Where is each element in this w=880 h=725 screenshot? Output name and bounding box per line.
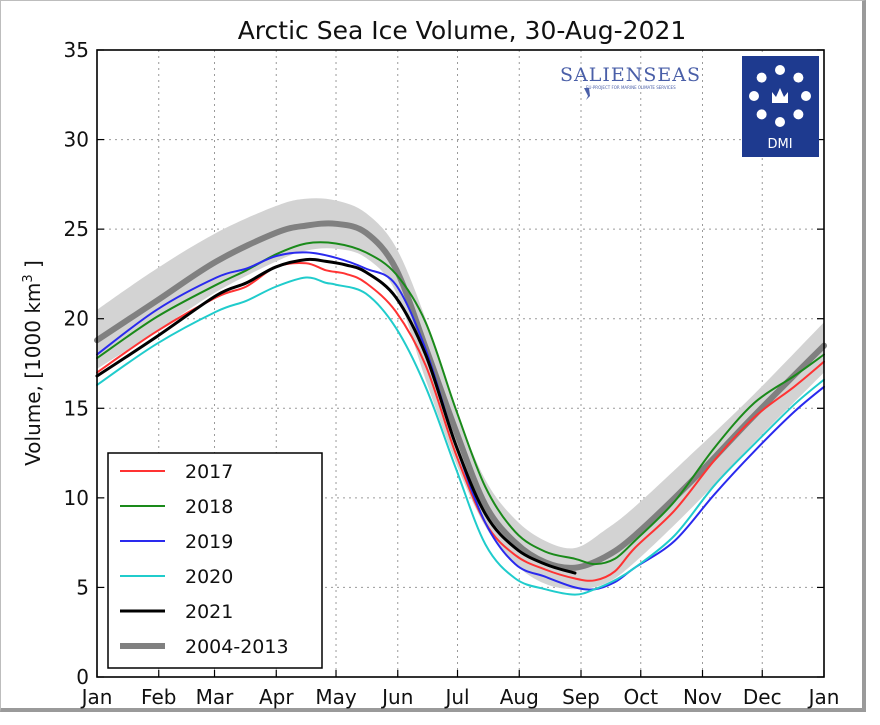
y-axis-label: Volume, [1000 km3 ] [21,260,45,466]
dmi-star-dot [775,65,785,75]
dmi-badge-text: DMI [767,137,792,152]
y-tick-label: 5 [76,575,89,599]
series-line-2020 [96,276,825,596]
x-tick-label: Jul [443,685,469,709]
dmi-star-dot [749,91,759,101]
legend-label-2021: 2021 [185,601,233,623]
dmi-star-dot [793,72,804,83]
salienseas-logo-text: SALIENSEAS [560,64,701,86]
series-line-2004-2013 [94,220,827,571]
x-tick-label: Jan [807,685,840,709]
x-tick-label: Feb [141,685,176,709]
x-tick-label: Mar [196,685,235,709]
legend-label-2019: 2019 [185,531,233,553]
legend-label-2017: 2017 [185,461,233,483]
dmi-star-dot [756,72,767,83]
salienseas-drop-icon [584,88,590,100]
legend-label-2018: 2018 [185,496,233,518]
x-tick-label: May [315,685,357,709]
legend-label-2020: 2020 [185,566,233,588]
chart-title: Arctic Sea Ice Volume, 30-Aug-2021 [238,16,687,45]
x-tick-label: Nov [683,685,722,709]
x-tick-label: Dec [743,685,782,709]
series-line-2019 [96,251,825,591]
y-tick-label: 10 [64,486,89,510]
plot-frame [96,49,825,678]
y-tick-label: 35 [64,38,89,62]
dmi-star-dot [801,91,811,101]
dmi-logo: DMI [742,56,819,157]
y-tick-label: 15 [64,396,89,420]
x-tick-label: Apr [259,685,294,709]
x-tick-label: Aug [500,685,539,709]
y-tick-label: 30 [64,128,89,152]
legend-label-2004-2013: 2004-2013 [185,636,289,658]
series-line-2021 [95,257,577,575]
y-tick-label: 0 [76,665,89,689]
dmi-crown-icon [772,88,788,103]
y-tick-label: 20 [64,307,89,331]
salienseas-tagline: EU-PROJECT FOR MARINE CLIMATE SERVICES [586,85,676,90]
legend: 2017 2018 2019 2020 2021 2004-2013 [107,452,323,669]
x-tick-label: Jun [380,685,413,709]
dmi-star-dot [756,109,767,120]
dmi-star-ring-icon [749,65,811,127]
series-lines [94,220,827,596]
y-axis-ticks: 0 5 10 15 20 25 30 35 [64,38,824,689]
y-tick-label: 25 [64,217,89,241]
dmi-star-dot [793,109,804,120]
x-tick-label: Jan [80,685,113,709]
legend-box [107,452,323,669]
salienseas-logo: SALIENSEAS EU-PROJECT FOR MARINE CLIMATE… [560,64,701,100]
dmi-star-dot [775,117,785,127]
x-tick-label: Oct [623,685,658,709]
x-axis-ticks: Jan Feb Mar Apr May Jun Jul Aug Sep Oct Nov Dec Jan [80,670,840,709]
x-tick-label: Sep [562,685,600,709]
